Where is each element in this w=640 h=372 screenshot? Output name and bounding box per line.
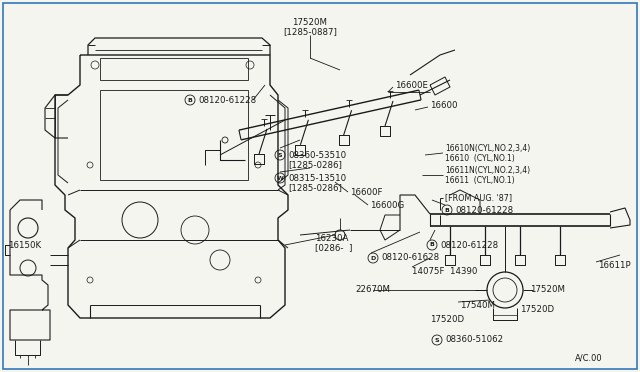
Text: 16610  (CYL,NO.1): 16610 (CYL,NO.1) [445, 154, 515, 163]
Text: 08120-61228: 08120-61228 [455, 205, 513, 215]
Text: [1285-0286]: [1285-0286] [288, 160, 342, 170]
Text: 17520M: 17520M [292, 17, 328, 26]
Text: 17520D: 17520D [520, 305, 554, 314]
Text: 16600: 16600 [430, 100, 458, 109]
Bar [100, 58, 248, 80]
Text: S: S [278, 153, 282, 157]
Text: 16600G: 16600G [370, 201, 404, 209]
Bar [100, 90, 248, 180]
Text: 08120-61628: 08120-61628 [381, 253, 439, 263]
Text: 08120-61228: 08120-61228 [440, 241, 498, 250]
Text: [1285-0286]: [1285-0286] [288, 183, 342, 192]
Text: S: S [435, 337, 439, 343]
Text: 16230A: 16230A [315, 234, 348, 243]
Text: 16611P: 16611P [598, 260, 630, 269]
Text: 17540M: 17540M [460, 301, 495, 310]
Text: 16611N(CYL,NO.2,3,4): 16611N(CYL,NO.2,3,4) [445, 166, 530, 174]
Text: B: B [188, 97, 193, 103]
Text: 08120-61228: 08120-61228 [198, 96, 256, 105]
Text: 16611  (CYL,NO.1): 16611 (CYL,NO.1) [445, 176, 515, 185]
Text: 16600F: 16600F [350, 187, 383, 196]
Text: 16610N(CYL,NO.2,3,4): 16610N(CYL,NO.2,3,4) [445, 144, 531, 153]
Text: 08360-53510: 08360-53510 [288, 151, 346, 160]
Text: 22670M: 22670M [355, 285, 390, 295]
Text: 16600E: 16600E [395, 80, 428, 90]
Text: 17520M: 17520M [530, 285, 565, 295]
Text: B: B [429, 243, 435, 247]
Text: 08360-51062: 08360-51062 [445, 336, 503, 344]
Text: B: B [445, 208, 449, 212]
Text: 08315-13510: 08315-13510 [288, 173, 346, 183]
Text: 17520D: 17520D [430, 315, 464, 324]
Text: 16150K: 16150K [8, 241, 41, 250]
Text: W: W [276, 176, 284, 180]
Text: [0286-  ]: [0286- ] [315, 244, 353, 253]
Text: D: D [371, 256, 376, 260]
Text: 14075F  14390: 14075F 14390 [412, 267, 477, 276]
Text: [FROM AUG. '87]: [FROM AUG. '87] [445, 193, 512, 202]
Text: A/C.00: A/C.00 [575, 353, 603, 362]
Text: [1285-0887]: [1285-0887] [283, 28, 337, 36]
